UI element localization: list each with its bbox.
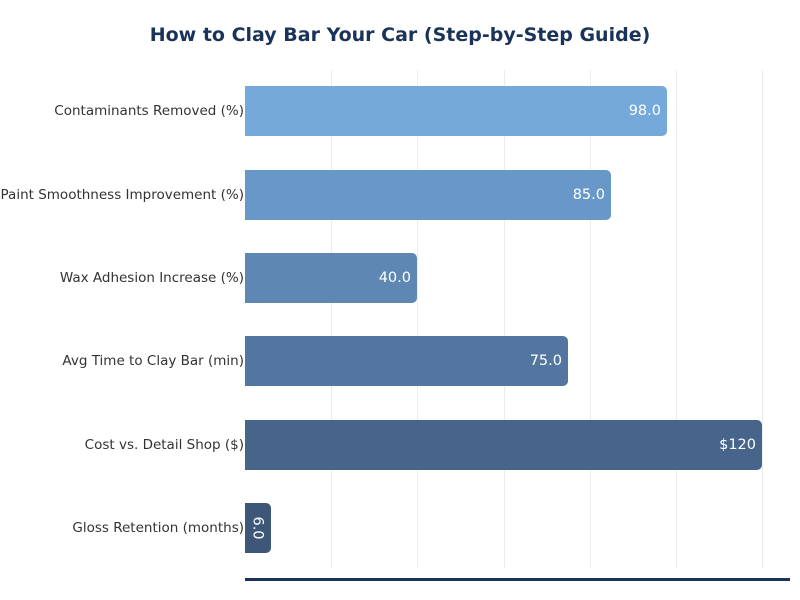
- bar: 40.0: [245, 253, 417, 303]
- bar: 98.0: [245, 86, 667, 136]
- bar-value-label: 98.0: [628, 103, 661, 119]
- category-label: Cost vs. Detail Shop ($): [84, 437, 244, 453]
- plot-area: 98.0 85.0 40.0 75.0 $120 6.0: [245, 70, 790, 570]
- category-label: Paint Smoothness Improvement (%): [0, 187, 244, 203]
- bar: $120: [245, 420, 762, 470]
- bar: 75.0: [245, 336, 568, 386]
- category-label: Wax Adhesion Increase (%): [59, 270, 244, 286]
- bar: 85.0: [245, 170, 611, 220]
- x-gridline: [762, 70, 763, 568]
- x-gridline: [676, 70, 677, 568]
- bar-value-label: 6.0: [250, 516, 266, 540]
- category-label: Gloss Retention (months): [72, 520, 244, 536]
- category-label: Avg Time to Clay Bar (min): [62, 353, 244, 369]
- category-label: Contaminants Removed (%): [54, 103, 244, 119]
- bar-value-label: 85.0: [572, 187, 605, 203]
- x-gridline: [417, 70, 418, 568]
- bar-value-label: $120: [719, 437, 756, 453]
- bar-value-label: 75.0: [529, 353, 562, 369]
- x-gridline: [331, 70, 332, 568]
- x-gridline: [590, 70, 591, 568]
- bar: 6.0: [245, 503, 271, 553]
- chart-title: How to Clay Bar Your Car (Step-by-Step G…: [149, 24, 651, 46]
- bar-value-label: 40.0: [378, 270, 411, 286]
- x-axis-line: [245, 578, 790, 581]
- x-gridline: [504, 70, 505, 568]
